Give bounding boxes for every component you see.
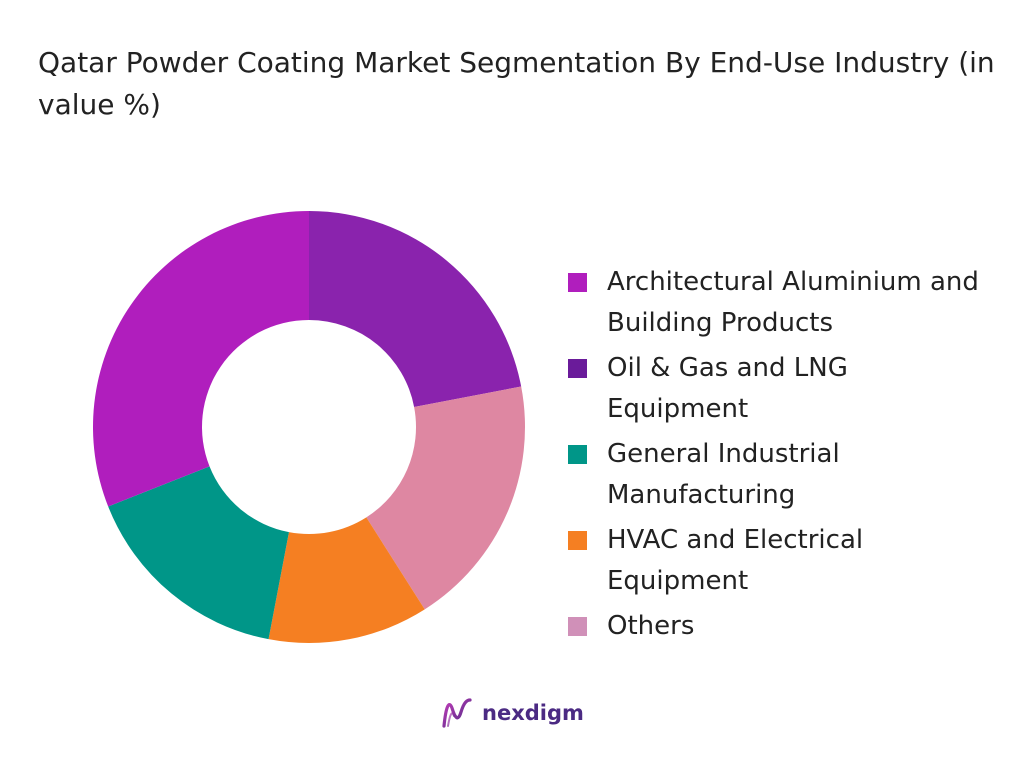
chart-title: Qatar Powder Coating Market Segmentation… <box>38 46 995 121</box>
brand-logo: nexdigm <box>440 696 584 730</box>
donut-slice <box>268 517 425 643</box>
legend-label: Oil & Gas and LNG Equipment <box>607 353 848 424</box>
legend-item: General Industrial Manufacturing <box>568 434 1008 516</box>
legend-item: HVAC and Electrical Equipment <box>568 520 1008 602</box>
legend-item: Architectural Aluminium and Building Pro… <box>568 262 1008 344</box>
brand-name: nexdigm <box>482 701 584 725</box>
legend-label: HVAC and Electrical Equipment <box>607 525 864 596</box>
legend-swatch <box>568 531 587 550</box>
chart-legend: Architectural Aluminium and Building Pro… <box>568 262 1008 651</box>
donut-slice <box>309 211 522 407</box>
legend-label: Architectural Aluminium and Building Pro… <box>607 267 979 338</box>
nexdigm-logo-icon <box>442 698 472 728</box>
donut-slice <box>366 386 525 610</box>
legend-swatch <box>568 617 587 636</box>
legend-item: Oil & Gas and LNG Equipment <box>568 348 1008 430</box>
donut-slice <box>108 466 289 640</box>
legend-swatch <box>568 445 587 464</box>
legend-swatch <box>568 359 587 378</box>
donut-slice <box>93 211 310 507</box>
legend-label: General Industrial Manufacturing <box>607 439 840 510</box>
legend-swatch <box>568 273 587 292</box>
legend-label: Others <box>607 611 695 641</box>
legend-item: Others <box>568 606 1008 647</box>
